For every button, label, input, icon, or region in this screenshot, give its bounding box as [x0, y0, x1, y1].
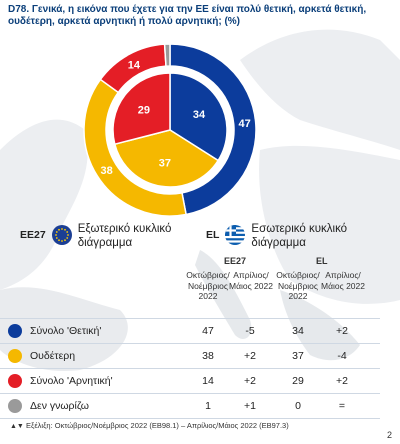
- map-landmass-north: [240, 29, 400, 150]
- row-label: Δεν γνωρίζω: [30, 400, 89, 412]
- cell-value: =: [338, 400, 346, 412]
- greece-flag-icon: [225, 225, 246, 245]
- row-divider: [0, 318, 380, 319]
- cell-value: +2: [336, 375, 348, 387]
- row-label: Σύνολο 'Θετική': [30, 325, 102, 337]
- row-label: Σύνολο 'Αρνητική': [30, 375, 113, 387]
- row-divider: [0, 393, 380, 394]
- row-divider: [0, 368, 380, 369]
- cell-value: +2: [244, 375, 256, 387]
- slice-label-inner-0: 34: [193, 109, 206, 121]
- slice-label-outer-0: 47: [239, 118, 251, 130]
- table-group-eu27: ΕΕ27: [224, 256, 247, 266]
- chart-title: D78. Γενικά, η εικόνα που έχετε για την …: [8, 4, 367, 27]
- swatch-neutral: [8, 349, 22, 363]
- cell-value: +2: [336, 325, 348, 337]
- cell-value: 0: [295, 400, 301, 412]
- legend-inner-code: EL: [206, 229, 220, 241]
- slice-label-outer-1: 38: [101, 165, 113, 177]
- legend-inner: EL Εσωτερικό κυκλικό διάγραμμα: [206, 222, 361, 250]
- cell-value: 37: [292, 350, 304, 362]
- slice-inner-1: [113, 129, 220, 188]
- cell-value: -4: [337, 350, 347, 362]
- swatch-dont-know: [8, 399, 22, 413]
- footnote-text: Εξέλιξη: Οκτώβριος/Νοέμβριος 2022 (EB98.…: [25, 421, 289, 430]
- swatch-negative: [8, 374, 22, 388]
- page-number: 2: [386, 430, 392, 440]
- legend-outer-code: EE27: [20, 229, 46, 241]
- map-landmass-italy: [195, 250, 252, 340]
- row-divider: [0, 418, 380, 419]
- legend-outer-label: Εξωτερικό κυκλικό διάγραμμα: [77, 223, 172, 249]
- map-landmass-east: [259, 145, 400, 304]
- slice-inner-2: [112, 72, 171, 146]
- slice-label-inner-1: 37: [159, 158, 171, 170]
- col-header-eu27-previous: Απρίλιος/Μάιος 2022: [229, 270, 273, 291]
- trend-arrows-icon: ▲▼: [10, 423, 24, 430]
- map-landmass-west: [0, 119, 88, 290]
- slice-label-outer-2: 14: [128, 59, 141, 71]
- cell-value: +2: [244, 350, 256, 362]
- eu-flag-icon: [51, 225, 72, 245]
- ring-separator: [106, 66, 234, 194]
- cell-value: 14: [202, 375, 214, 387]
- footnote: ▲▼ Εξέλιξη: Οκτώβριος/Νοέμβριος 2022 (EB…: [10, 421, 289, 430]
- slice-label-inner-2: 29: [138, 105, 150, 117]
- cell-value: 1: [205, 400, 211, 412]
- col-header-eu27-current: Οκτώβριος/Νοέμβριος 2022: [186, 270, 230, 301]
- double-donut-chart: 47 38 14 34 37 29: [83, 43, 257, 217]
- cell-value: 34: [292, 325, 304, 337]
- row-label: Ουδέτερη: [30, 350, 76, 362]
- map-landmass-balkans: [280, 290, 360, 361]
- slice-outer-3: [163, 43, 171, 67]
- cell-value: 47: [202, 325, 214, 337]
- col-header-el-previous: Απρίλιος/Μάιος 2022: [321, 270, 365, 291]
- cell-value: 29: [292, 375, 304, 387]
- cell-value: +1: [244, 400, 256, 412]
- swatch-positive: [8, 324, 22, 338]
- legend-outer: EE27 Εξωτερικό κυκλικό διάγραμμα: [20, 222, 198, 250]
- map-landmass-iberia: [0, 287, 128, 371]
- row-divider: [0, 343, 380, 344]
- cell-value: -5: [245, 325, 255, 337]
- col-header-el-current: Οκτώβριος/Νοέμβριος 2022: [276, 270, 320, 301]
- cell-value: 38: [202, 350, 214, 362]
- table-group-el: EL: [316, 256, 328, 266]
- legend-inner-label: Εσωτερικό κυκλικό διάγραμμα: [251, 223, 348, 249]
